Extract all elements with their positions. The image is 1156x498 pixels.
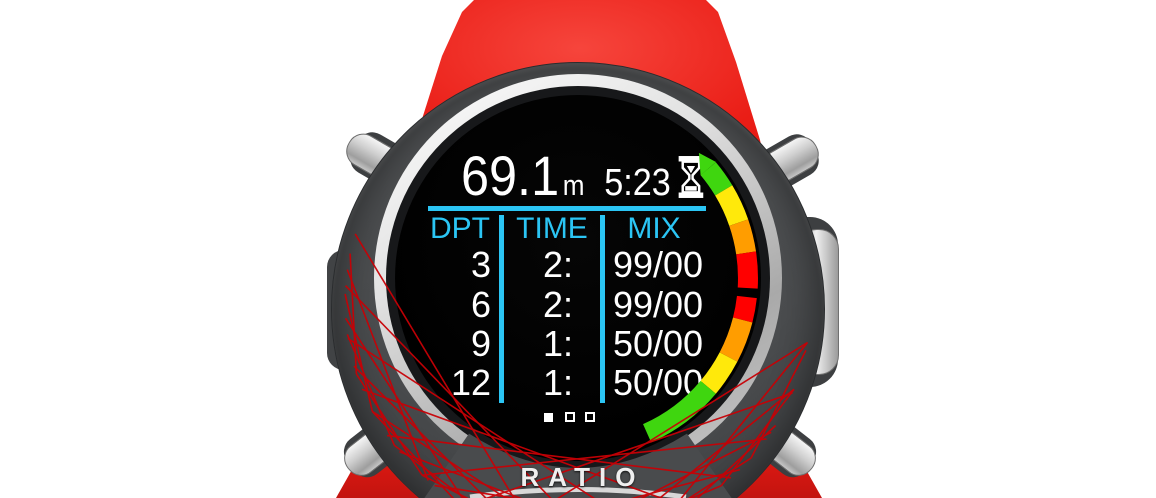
hourglass-icon bbox=[678, 156, 704, 198]
header-divider-line bbox=[428, 206, 706, 211]
mix-cell: 99/00 bbox=[612, 244, 704, 285]
dpt-cell: 6 bbox=[470, 284, 491, 325]
time-cell: 2: bbox=[542, 284, 573, 325]
dpt-cell: 12 bbox=[450, 362, 491, 403]
table-row: 3 2: 99/00 bbox=[395, 245, 761, 285]
table-row: 12 1: 50/00 bbox=[395, 363, 761, 403]
depth-value: 69.1 bbox=[461, 144, 560, 207]
time-cell: 1: bbox=[542, 362, 573, 403]
depth-unit: m bbox=[562, 170, 585, 202]
dive-timer-value: 5:23 bbox=[604, 162, 671, 204]
column-header-time: TIME bbox=[516, 212, 588, 245]
column-separator bbox=[600, 215, 605, 403]
table-row: 9 1: 50/00 bbox=[395, 324, 761, 364]
mix-cell: 50/00 bbox=[612, 323, 704, 364]
depth-timer-row: 69.1 m 5:23 bbox=[461, 145, 705, 207]
mix-cell: 50/00 bbox=[612, 362, 704, 403]
brand-label: RATIO bbox=[520, 462, 645, 492]
time-cell: 2: bbox=[542, 244, 573, 285]
mix-cell: 99/00 bbox=[612, 284, 704, 325]
dpt-cell: 9 bbox=[470, 323, 491, 364]
page-dot bbox=[585, 412, 595, 422]
page-dot bbox=[544, 413, 553, 422]
column-header-dpt: DPT bbox=[430, 212, 490, 245]
dive-screen-content: 69.1 m 5:23 DPT TIME MIX 3 2: 99/00 6 2:… bbox=[395, 95, 761, 461]
dpt-cell: 3 bbox=[470, 244, 491, 285]
page-dot bbox=[565, 412, 575, 422]
time-cell: 1: bbox=[542, 323, 573, 364]
table-row: 6 2: 99/00 bbox=[395, 285, 761, 325]
column-header-mix: MIX bbox=[627, 212, 681, 245]
